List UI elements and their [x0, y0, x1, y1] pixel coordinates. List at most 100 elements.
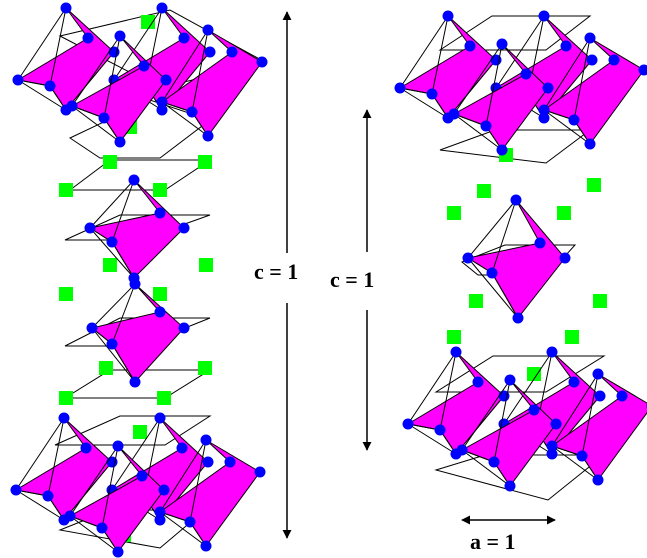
octahedron-edge [69, 515, 103, 529]
anion-atom [42, 490, 54, 502]
anion-atom [158, 484, 170, 496]
octahedron-edge [495, 15, 545, 89]
anion-atom [202, 24, 214, 36]
octahedron-edge [103, 35, 121, 119]
anion-atom [10, 484, 22, 496]
cation-atom [557, 206, 571, 220]
anion-atom [559, 252, 571, 264]
anion-atom [226, 46, 238, 58]
anion-atom [510, 194, 522, 206]
anion-atom [546, 440, 558, 452]
anion-atom [156, 2, 168, 14]
anion-atom [464, 40, 476, 52]
octahedron-edge [439, 351, 457, 431]
octahedron-edge [453, 113, 487, 127]
anion-atom [512, 312, 524, 324]
octahedron-edge [573, 37, 591, 121]
cation-atom [141, 15, 155, 29]
anion-atom [520, 68, 532, 80]
octahedron-edge [49, 7, 67, 87]
octahedron-edge [159, 511, 207, 547]
anion-atom [448, 108, 460, 120]
anion-atom [60, 2, 72, 14]
octahedron-edge [17, 79, 67, 111]
octahedron-edge [491, 199, 517, 274]
octahedron-edge [89, 179, 135, 229]
anion-atom [504, 374, 516, 386]
anion-atom [586, 54, 598, 66]
cation-atom [477, 184, 491, 198]
anion-atom [178, 32, 190, 44]
cation-atom [199, 258, 213, 272]
cation-atom [198, 155, 212, 169]
anion-atom [442, 10, 454, 22]
octahedron [84, 174, 190, 284]
octahedron-edge [407, 423, 457, 455]
anion-atom [538, 10, 550, 22]
anion-atom [154, 506, 166, 518]
anion-atom [402, 418, 414, 430]
octahedron-edge [407, 351, 457, 425]
cation-atom [59, 183, 73, 197]
anion-atom [138, 60, 150, 72]
octahedron-edge [461, 379, 511, 451]
a-dimension-label: a = 1 [470, 529, 516, 554]
octahedron-edge [191, 29, 209, 113]
anion-atom [202, 130, 214, 142]
anion-atom [592, 368, 604, 380]
octahedron-edge [71, 35, 121, 107]
anion-atom [114, 136, 126, 148]
octahedron-edge [189, 439, 207, 523]
octahedron-edge [113, 7, 163, 81]
octahedron [86, 278, 190, 388]
anion-atom [472, 376, 484, 388]
anion-atom [160, 74, 172, 86]
cation-atom [133, 425, 147, 439]
anion-atom [560, 40, 572, 52]
octahedron [154, 434, 266, 552]
anion-atom [550, 418, 562, 430]
octahedron-edge [111, 179, 135, 243]
anion-atom [254, 466, 266, 478]
octahedron-edge [15, 489, 65, 521]
anion-atom [528, 404, 540, 416]
anion-atom [592, 474, 604, 486]
anion-atom [608, 54, 620, 66]
anion-atom [456, 444, 468, 456]
anion-atom [154, 412, 166, 424]
anion-atom [256, 56, 268, 68]
anion-atom [112, 440, 124, 452]
anion-atom [538, 112, 550, 124]
cation-atom [59, 287, 73, 301]
octahedron-edge [431, 15, 449, 95]
cation-atom [103, 258, 117, 272]
octahedron-edge [15, 417, 65, 491]
c-dimension-label-right: c = 1 [330, 267, 374, 292]
cation-atom [153, 183, 167, 197]
anion-atom [156, 104, 168, 116]
anion-atom [129, 278, 141, 290]
octahedron-edge [551, 373, 599, 447]
unit-cell-outline [439, 129, 592, 164]
anion-atom [136, 470, 148, 482]
octahedron-edge [453, 43, 503, 115]
octahedron-edge [461, 449, 511, 487]
anion-atom [86, 322, 98, 334]
anion-atom [176, 442, 188, 454]
octahedron-edge [491, 272, 519, 319]
octahedron-edge [71, 105, 105, 119]
anion-atom [542, 82, 554, 94]
cation-atom [157, 391, 171, 405]
anion-atom [546, 346, 558, 358]
anion-atom [568, 376, 580, 388]
octahedron [10, 412, 118, 526]
octahedron [64, 440, 170, 558]
anion-atom [106, 236, 118, 248]
anion-atom [106, 338, 118, 350]
octahedron-edge [101, 445, 119, 529]
anion-atom [434, 424, 446, 436]
octahedron-edge [161, 29, 209, 103]
octahedron-edge [161, 101, 209, 137]
anion-atom [154, 306, 166, 318]
